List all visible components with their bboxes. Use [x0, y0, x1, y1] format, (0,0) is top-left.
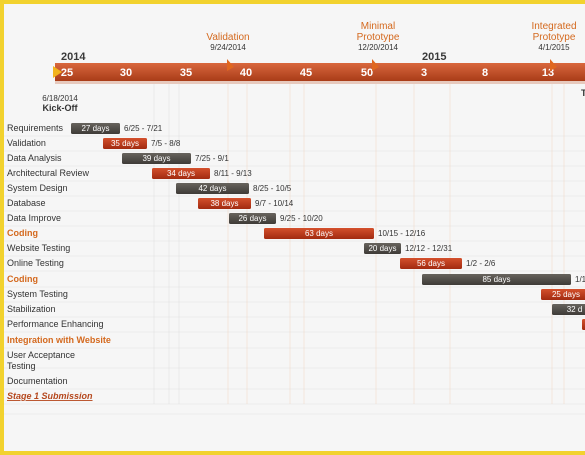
task-bar	[198, 198, 251, 209]
timeline-tick-label: 45	[300, 67, 312, 79]
task-date-label: 7/25 - 9/1	[195, 154, 229, 163]
task-date-label: 6/25 - 7/21	[124, 124, 163, 133]
row-grid	[4, 135, 585, 415]
task-bar	[71, 123, 120, 134]
task-label: Stabilization	[7, 304, 56, 314]
task-bar	[364, 243, 401, 254]
task-bar	[541, 289, 585, 300]
milestone-flag-icon	[372, 59, 379, 71]
milestone-date: 4/1/2015	[538, 43, 570, 52]
timeline-year-label: 2014	[61, 51, 86, 63]
task-date-label: 9/7 - 10/14	[255, 199, 294, 208]
timeline-tick-label: 30	[120, 67, 132, 79]
task-date-label: 8/11 - 9/13	[214, 169, 252, 178]
task-label: Validation	[7, 138, 46, 148]
milestone-guides	[153, 84, 565, 404]
task-bars: 27 days 6/25 - 7/21 35 days 7/5 - 8/8 39 day…	[71, 123, 585, 330]
milestone-label: Prototype	[357, 32, 400, 43]
task-duration-label: 25 days	[552, 290, 580, 299]
task-date-label: 1/2 - 2/6	[466, 259, 496, 268]
task-label: System Testing	[7, 289, 68, 299]
timeline-tick-label: 8	[482, 67, 488, 79]
task-label: User Acceptance	[7, 350, 75, 360]
task-label: System Design	[7, 183, 68, 193]
task-label: Data Improve	[7, 213, 61, 223]
task-label: Architectural Review	[7, 168, 90, 178]
task-duration-label: 42 days	[198, 184, 226, 193]
milestone-label: Integrated	[531, 21, 576, 32]
task-duration-label: 27 days	[81, 124, 109, 133]
task-date-label: 10/15 - 12/16	[378, 229, 426, 238]
section-label: Coding	[7, 228, 38, 238]
task-duration-label: 85 days	[482, 275, 510, 284]
timeline-shadow	[55, 81, 585, 84]
task-duration-label: 56 days	[417, 259, 445, 268]
task-duration-label: 26 days	[238, 214, 266, 223]
task-duration-label: 34 days	[167, 169, 195, 178]
task-duration-label: 63 days	[305, 229, 333, 238]
timeline-bar	[55, 63, 585, 81]
timeline-tick-label: 40	[240, 67, 252, 79]
milestone-date: 12/20/2014	[358, 43, 399, 52]
task-bar	[582, 319, 585, 330]
task-duration-label: 32 d	[567, 305, 583, 314]
timeline-tick-label: 25	[61, 67, 73, 79]
task-bar	[264, 228, 374, 239]
task-bar	[103, 138, 147, 149]
task-label: Testing	[7, 361, 36, 371]
task-label: Documentation	[7, 376, 68, 386]
task-date-label: 7/5 - 8/8	[151, 139, 181, 148]
timeline-cut-label: To	[581, 88, 585, 98]
task-label: Database	[7, 198, 46, 208]
task-label: Requirements	[7, 123, 64, 133]
task-label: Performance Enhancing	[7, 319, 104, 329]
task-duration-label: 20 days	[368, 244, 396, 253]
timeline-year-label: 2015	[422, 51, 446, 63]
task-bar	[422, 274, 571, 285]
milestone-flag-icon	[227, 59, 234, 71]
kickoff-date: 6/18/2014	[42, 94, 78, 103]
task-bar	[176, 183, 249, 194]
task-bar	[152, 168, 210, 179]
task-label: Website Testing	[7, 243, 70, 253]
timeline-tick-label: 35	[180, 67, 192, 79]
task-bar	[552, 304, 585, 315]
task-bar	[122, 153, 191, 164]
milestone-date: 9/24/2014	[210, 43, 246, 52]
task-duration-label: 35 days	[111, 139, 139, 148]
task-duration-label: 39 days	[142, 154, 170, 163]
task-date-label: 12/12 - 12/31	[405, 244, 453, 253]
milestone-label: Validation	[206, 32, 249, 43]
milestone-flag-icon	[550, 59, 557, 71]
milestone-label: Minimal	[361, 21, 395, 32]
start-marker-icon	[53, 66, 62, 78]
task-label: Data Analysis	[7, 153, 62, 163]
task-date-label: 9/25 - 10/20	[280, 214, 323, 223]
task-date-label: 1/1	[575, 275, 585, 284]
section-label: Coding	[7, 274, 38, 284]
timeline-tick-label: 3	[421, 67, 427, 79]
task-date-label: 8/25 - 10/5	[253, 184, 292, 193]
task-duration-label: 38 days	[210, 199, 238, 208]
task-bar	[400, 258, 462, 269]
task-labels: Requirements Validation Data Analysis Archi…	[7, 123, 111, 401]
task-bar	[229, 213, 276, 224]
timeline-tick-label: 50	[361, 67, 373, 79]
task-label: Online Testing	[7, 258, 64, 268]
milestone-label: Prototype	[533, 32, 576, 43]
task-label: Stage 1 Submission	[7, 391, 93, 401]
kickoff-label: Kick-Off	[42, 103, 78, 113]
section-label: Integration with Website	[7, 335, 111, 345]
